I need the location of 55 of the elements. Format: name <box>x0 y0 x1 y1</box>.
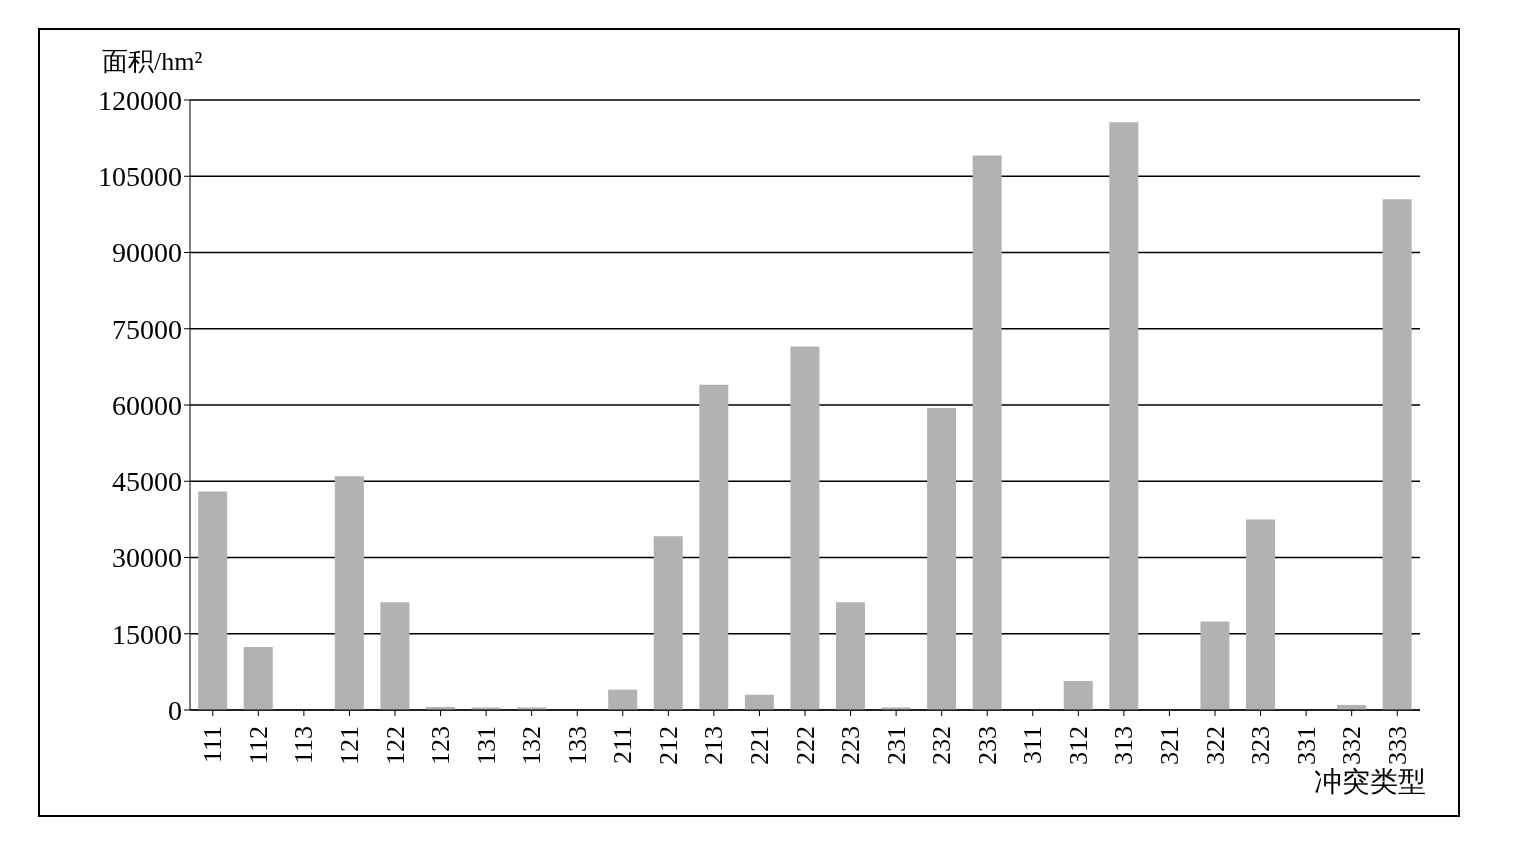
x-tick-label: 221 <box>744 726 774 765</box>
x-tick-label: 222 <box>790 726 820 765</box>
bar <box>790 346 820 710</box>
x-tick-label: 112 <box>243 726 273 765</box>
bar <box>835 602 865 710</box>
x-tick-label: 232 <box>927 726 957 765</box>
x-tick-label: 133 <box>562 726 592 765</box>
x-tick-label: 111 <box>198 726 228 764</box>
y-axis-title: 面积/hm² <box>102 46 203 78</box>
y-tick-label: 75000 <box>112 313 182 345</box>
bar <box>1245 519 1275 710</box>
bar <box>1109 122 1139 710</box>
x-tick-label: 312 <box>1063 726 1093 765</box>
bar <box>198 491 228 710</box>
bar <box>927 408 957 710</box>
bar <box>1382 199 1412 710</box>
x-tick-label: 131 <box>471 726 501 765</box>
y-tick-label: 45000 <box>112 466 182 498</box>
x-tick-label: 132 <box>517 726 547 765</box>
x-tick-label: 233 <box>972 726 1002 765</box>
bar <box>1063 681 1093 710</box>
bar <box>972 155 1002 710</box>
x-tick-label: 313 <box>1109 726 1139 765</box>
bar <box>243 646 273 710</box>
x-tick-label: 333 <box>1382 726 1412 765</box>
x-tick-label: 121 <box>334 726 364 765</box>
bar <box>334 476 364 710</box>
x-tick-label: 332 <box>1337 726 1367 765</box>
x-tick-label: 211 <box>608 726 638 765</box>
bar <box>699 384 729 710</box>
x-tick-label: 322 <box>1200 726 1230 765</box>
bar <box>653 536 683 710</box>
x-tick-label: 331 <box>1291 726 1321 765</box>
x-axis-title: 冲突类型 <box>1314 766 1426 797</box>
x-tick-label: 122 <box>380 726 410 765</box>
bar <box>608 689 638 710</box>
x-tick-label: 212 <box>653 726 683 765</box>
x-tick-label: 231 <box>881 726 911 765</box>
bar <box>744 694 774 710</box>
y-tick-label: 0 <box>168 694 182 726</box>
y-tick-label: 15000 <box>112 618 182 650</box>
y-tick-label: 120000 <box>98 84 182 116</box>
y-tick-label: 90000 <box>112 237 182 269</box>
y-tick-label: 105000 <box>98 161 182 193</box>
x-tick-label: 323 <box>1246 726 1276 765</box>
bar <box>1200 621 1230 710</box>
x-tick-label: 321 <box>1154 726 1184 765</box>
x-tick-label: 223 <box>836 726 866 765</box>
x-tick-label: 311 <box>1018 726 1048 765</box>
bar <box>380 602 410 710</box>
y-tick-label: 30000 <box>112 542 182 574</box>
y-tick-label: 60000 <box>112 389 182 421</box>
x-tick-label: 113 <box>289 726 319 765</box>
x-tick-label: 123 <box>426 726 456 765</box>
x-tick-label: 213 <box>699 726 729 765</box>
